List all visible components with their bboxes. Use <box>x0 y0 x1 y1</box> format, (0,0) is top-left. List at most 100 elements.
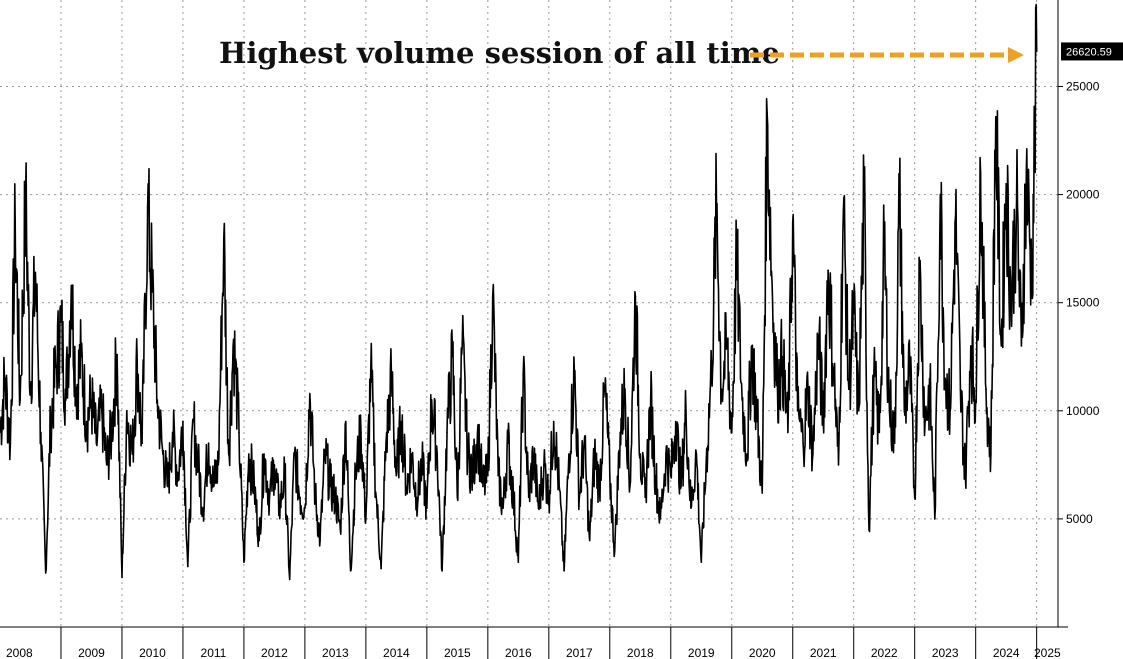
data-point <box>680 485 682 488</box>
data-point <box>451 355 454 358</box>
data-point <box>568 453 570 455</box>
data-point <box>634 295 637 298</box>
data-point <box>263 453 265 455</box>
data-point <box>893 442 896 445</box>
data-point <box>131 453 134 455</box>
data-point <box>441 569 443 572</box>
data-point <box>639 453 642 455</box>
data-point <box>863 193 865 196</box>
data-point <box>1010 301 1012 304</box>
data-point <box>308 392 311 395</box>
data-point <box>766 111 768 114</box>
data-point <box>314 496 317 499</box>
y-tick-label: 20000 <box>1066 188 1100 202</box>
x-tick-label: 2022 <box>871 646 898 659</box>
data-point <box>405 485 408 488</box>
data-point <box>934 518 936 520</box>
data-point <box>9 442 12 445</box>
data-point <box>85 420 88 423</box>
data-point <box>334 496 337 499</box>
data-point <box>101 409 103 412</box>
annotation-arrow <box>750 47 1024 63</box>
data-point <box>746 453 748 455</box>
data-point <box>90 399 93 401</box>
data-point <box>217 464 220 466</box>
x-tick-label: 2017 <box>566 646 593 659</box>
data-point <box>324 453 326 455</box>
data-point <box>883 247 886 250</box>
data-point <box>665 453 667 455</box>
data-point <box>619 431 621 434</box>
data-point <box>909 366 911 369</box>
data-point <box>563 569 565 572</box>
data-point <box>202 507 204 509</box>
data-point <box>4 377 6 380</box>
data-point <box>476 431 479 434</box>
data-point <box>212 485 215 488</box>
data-point <box>222 237 225 239</box>
data-point <box>751 345 753 347</box>
data-point <box>293 453 296 455</box>
data-point <box>700 561 703 563</box>
data-point <box>1000 345 1003 347</box>
data-point <box>14 221 17 224</box>
x-tick-label: 2010 <box>139 646 166 659</box>
data-point <box>182 420 184 423</box>
data-point <box>690 507 692 509</box>
data-point <box>40 431 42 434</box>
data-point <box>552 420 555 423</box>
data-point <box>461 345 464 347</box>
data-point <box>80 355 82 358</box>
data-point <box>756 420 759 423</box>
x-tick-label: 2019 <box>688 646 715 659</box>
data-point <box>979 172 982 174</box>
data-point <box>558 485 560 488</box>
data-point <box>873 377 875 380</box>
data-point <box>781 355 784 358</box>
data-point <box>537 507 540 509</box>
data-point <box>339 528 342 531</box>
data-point <box>613 550 616 553</box>
data-point <box>1030 280 1033 282</box>
data-point <box>19 399 21 401</box>
x-tick-label: 2008 <box>6 646 33 659</box>
data-point <box>278 507 281 509</box>
data-point <box>273 464 276 466</box>
data-point <box>888 399 890 401</box>
data-point <box>512 496 515 499</box>
data-point <box>207 442 210 445</box>
data-point <box>410 453 413 455</box>
data-point <box>964 474 967 477</box>
data-point <box>283 474 286 477</box>
annotation-arrow-head <box>1008 47 1024 63</box>
data-point <box>705 464 707 466</box>
data-point <box>791 221 794 224</box>
data-point <box>720 388 723 390</box>
data-point <box>624 388 626 390</box>
data-point <box>29 388 32 390</box>
data-point <box>629 485 631 488</box>
data-point <box>415 496 418 499</box>
data-point <box>116 353 118 356</box>
data-point <box>954 215 957 218</box>
data-point <box>969 345 972 347</box>
x-tick-label: 2020 <box>749 646 776 659</box>
data-point <box>598 485 601 488</box>
data-point <box>247 453 250 455</box>
data-point <box>238 431 240 434</box>
data-point <box>543 464 545 466</box>
data-point <box>588 539 591 542</box>
data-point <box>395 474 398 477</box>
data-point <box>985 388 987 390</box>
data-point <box>299 496 301 499</box>
data-point <box>990 453 992 455</box>
data-point <box>156 399 159 401</box>
data-point <box>995 115 997 118</box>
x-tick-label: 2025 <box>1034 646 1061 659</box>
y-tick-label: 10000 <box>1066 404 1100 418</box>
data-point <box>848 388 850 390</box>
last-value-badge-text: 26620.59 <box>1066 46 1112 58</box>
data-point <box>822 420 825 423</box>
data-point <box>1025 172 1028 174</box>
